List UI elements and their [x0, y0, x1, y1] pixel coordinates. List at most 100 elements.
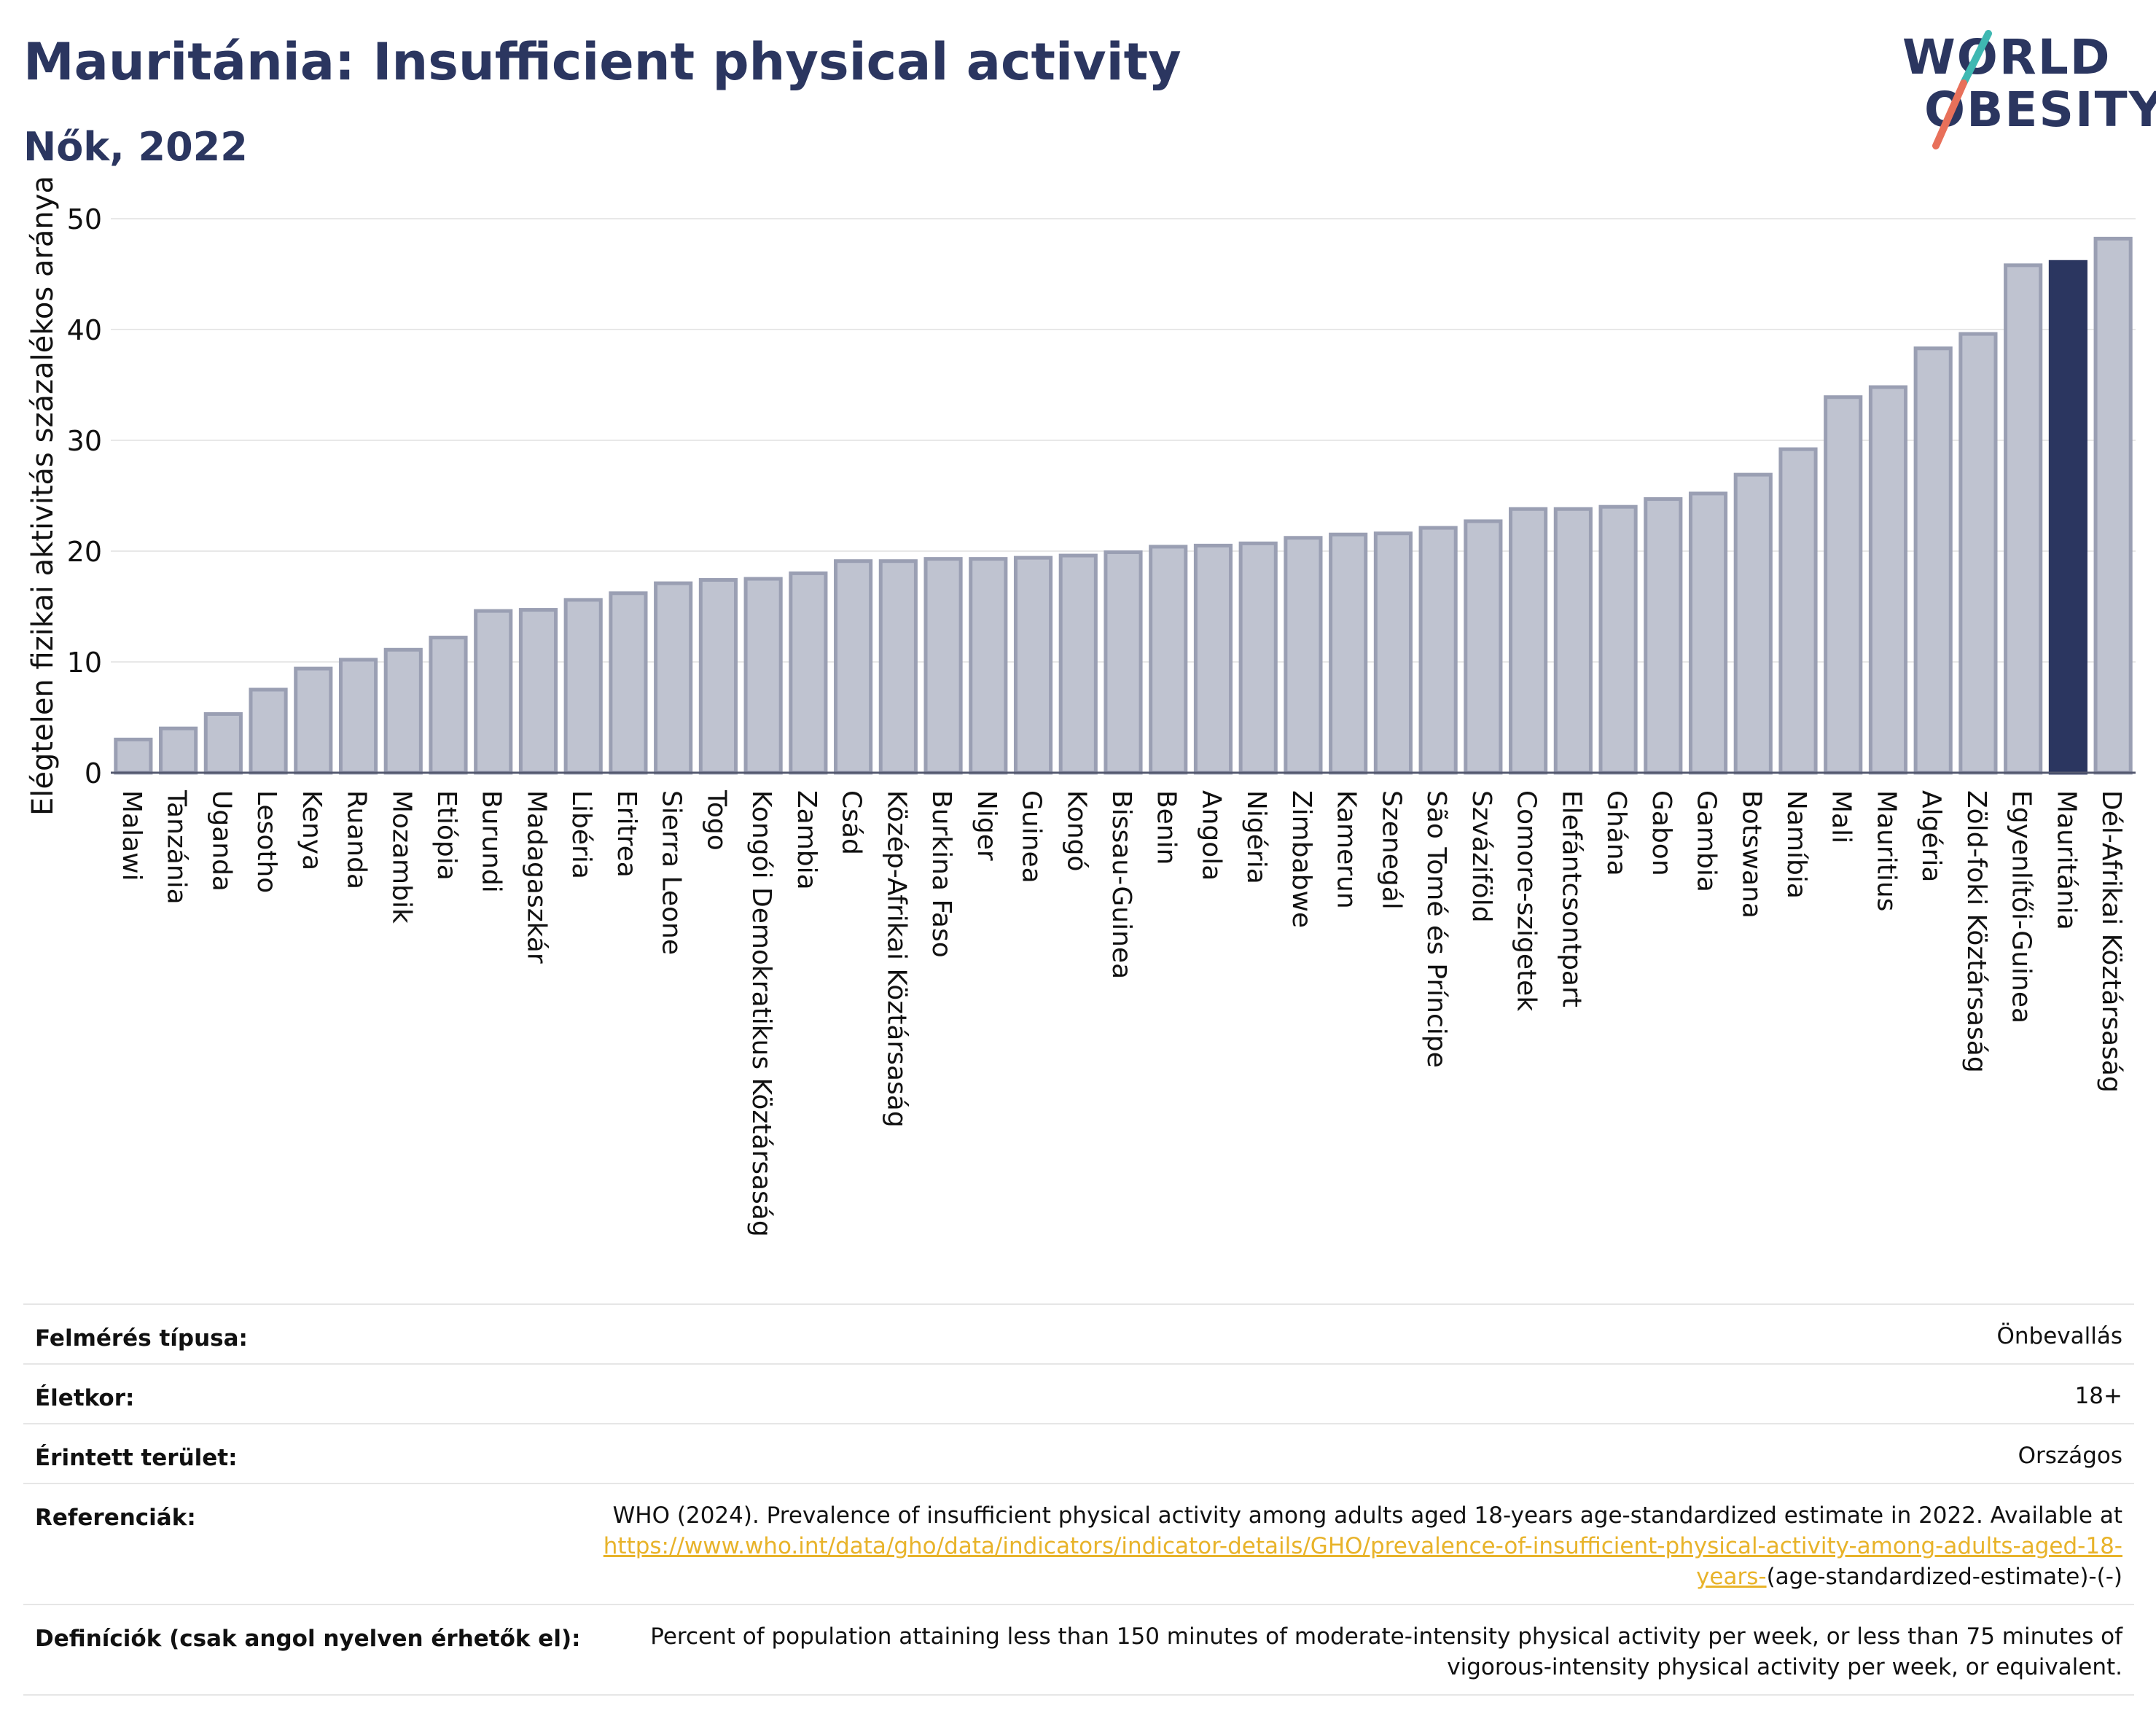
bar-14 — [743, 577, 783, 775]
bar-42 — [2004, 263, 2043, 775]
x-tick-label: Kongó — [1061, 790, 1091, 872]
bar-23 — [1149, 545, 1188, 775]
x-tick-label: Libéria — [566, 790, 596, 879]
bar-28 — [1373, 531, 1413, 775]
y-tick-label: 30 — [67, 425, 102, 457]
info-row-age: Életkor: 18+ — [23, 1363, 2134, 1423]
x-tick-label: Angola — [1196, 790, 1226, 881]
x-tick-label: Szváziföld — [1466, 790, 1496, 923]
x-tick-label: Malawi — [117, 790, 147, 881]
x-tick-label: Uganda — [206, 790, 236, 892]
x-tick-label: Burundi — [477, 790, 507, 893]
y-tick-label: 10 — [67, 647, 102, 679]
y-tick-label: 50 — [67, 203, 102, 235]
bar-15 — [789, 571, 828, 775]
x-tick-label: Nigéria — [1241, 790, 1271, 884]
bar-20 — [1013, 555, 1053, 775]
bar-44 — [2093, 236, 2133, 775]
info-table: Felmérés típusa: Önbevallás Életkor: 18+… — [23, 1303, 2134, 1696]
bar-21 — [1058, 553, 1098, 775]
x-tick-label: Mauritánia — [2051, 790, 2081, 930]
page-subtitle: Nők, 2022 — [23, 124, 248, 170]
x-tick-label: Mali — [1827, 790, 1856, 843]
bar-17 — [878, 559, 918, 775]
x-tick-label: Gambia — [1692, 790, 1722, 892]
references-text: WHO (2024). Prevalence of insufficient p… — [612, 1502, 2122, 1529]
x-tick-label: Elefántcsontpart — [1556, 790, 1586, 1007]
y-axis-label: Elégtelen fizikai aktivitás százalékos a… — [26, 176, 60, 816]
bar-1 — [159, 726, 198, 775]
info-row-survey: Felmérés típusa: Önbevallás — [23, 1303, 2134, 1363]
bar-7 — [429, 636, 468, 775]
x-tick-label: Algéria — [1916, 790, 1946, 883]
bars — [114, 236, 2133, 775]
bar-19 — [969, 557, 1008, 775]
age-value: 18+ — [2074, 1383, 2122, 1409]
bar-2 — [203, 711, 243, 775]
x-tick-label: São Tomé és Príncipe — [1421, 790, 1451, 1068]
bar-40 — [1913, 346, 1953, 775]
bar-30 — [1464, 519, 1503, 775]
bar-37 — [1778, 447, 1818, 775]
bar-12 — [654, 581, 693, 775]
references-label: Referenciák: — [35, 1505, 196, 1531]
references-link[interactable]: https://www.who.int/data/gho/data/indica… — [603, 1533, 2122, 1590]
y-tick-label: 20 — [67, 536, 102, 568]
x-tick-label: Mauritius — [1871, 790, 1901, 911]
bar-41 — [1958, 332, 1998, 775]
bar-25 — [1238, 541, 1278, 775]
y-tick-label: 40 — [67, 314, 102, 346]
bar-5 — [338, 658, 378, 775]
x-tick-label: Csád — [837, 790, 867, 855]
bar-0 — [114, 737, 153, 775]
info-row-definitions: Definíciók (csak angol nyelven érhetők e… — [23, 1604, 2134, 1696]
info-row-area: Érintett terület: Országos — [23, 1423, 2134, 1483]
x-tick-label: Mozambik — [386, 790, 416, 924]
page-title: Mauritánia: Insufficient physical activi… — [23, 32, 1181, 92]
x-tick-label: Tanzánia — [162, 789, 192, 905]
x-tick-label: Dél-Afrikai Köztársaság — [2096, 790, 2126, 1093]
bar-39 — [1868, 385, 1908, 775]
definitions-value: Percent of population attaining less tha… — [650, 1623, 2122, 1680]
bar-9 — [518, 608, 558, 775]
bar-32 — [1553, 507, 1593, 775]
x-tick-label: Zöld-foki Köztársaság — [1961, 790, 1991, 1073]
bar-26 — [1284, 536, 1323, 775]
x-tick-label: Kongói Demokratikus Köztársaság — [746, 790, 776, 1237]
x-tick-label: Ghána — [1601, 790, 1631, 876]
x-tick-label: Sierra Leone — [657, 790, 687, 955]
x-tick-label: Namíbia — [1781, 790, 1811, 899]
survey-value: Önbevallás — [1996, 1323, 2122, 1349]
x-tick-label: Közép-Afrikai Köztársaság — [881, 790, 911, 1128]
bar-4 — [294, 666, 333, 775]
bar-chart: Elégtelen fizikai aktivitás százalékos a… — [26, 176, 2136, 1237]
x-tick-label: Egyenlítői-Guinea — [2007, 790, 2036, 1024]
x-axis-labels: Malawi Tanzánia Uganda Lesotho Kenya Ruanda Mo… — [117, 789, 2126, 1237]
bar-8 — [474, 609, 513, 775]
references-value: WHO (2024). Prevalence of insufficient p… — [555, 1484, 2122, 1592]
info-row-references: Referenciák: WHO (2024). Prevalence of i… — [23, 1483, 2134, 1604]
bar-34 — [1644, 497, 1683, 775]
x-tick-label: Bissau-Guinea — [1106, 790, 1136, 979]
bar-3 — [249, 687, 288, 775]
x-tick-label: Niger — [972, 790, 1001, 861]
bar-16 — [834, 559, 873, 775]
x-tick-label: Kenya — [297, 790, 327, 870]
bar-27 — [1329, 532, 1368, 775]
x-tick-label: Kamerun — [1332, 790, 1362, 909]
x-tick-label: Benin — [1152, 790, 1181, 865]
bar-43 — [2048, 260, 2087, 775]
x-tick-label: Burkina Faso — [926, 790, 956, 958]
bar-29 — [1418, 526, 1458, 775]
x-tick-label: Gabon — [1647, 790, 1676, 876]
x-tick-label: Botswana — [1736, 790, 1766, 919]
bar-38 — [1824, 395, 1863, 775]
bar-11 — [609, 591, 648, 775]
area-label: Érintett terület: — [35, 1445, 238, 1471]
bar-33 — [1598, 504, 1638, 775]
bar-6 — [383, 647, 423, 775]
world-obesity-logo: WORLD OBESITY — [1902, 29, 2156, 153]
x-tick-label: Ruanda — [342, 790, 372, 889]
definitions-label: Definíciók (csak angol nyelven érhetők e… — [35, 1626, 581, 1652]
bar-18 — [923, 557, 963, 775]
